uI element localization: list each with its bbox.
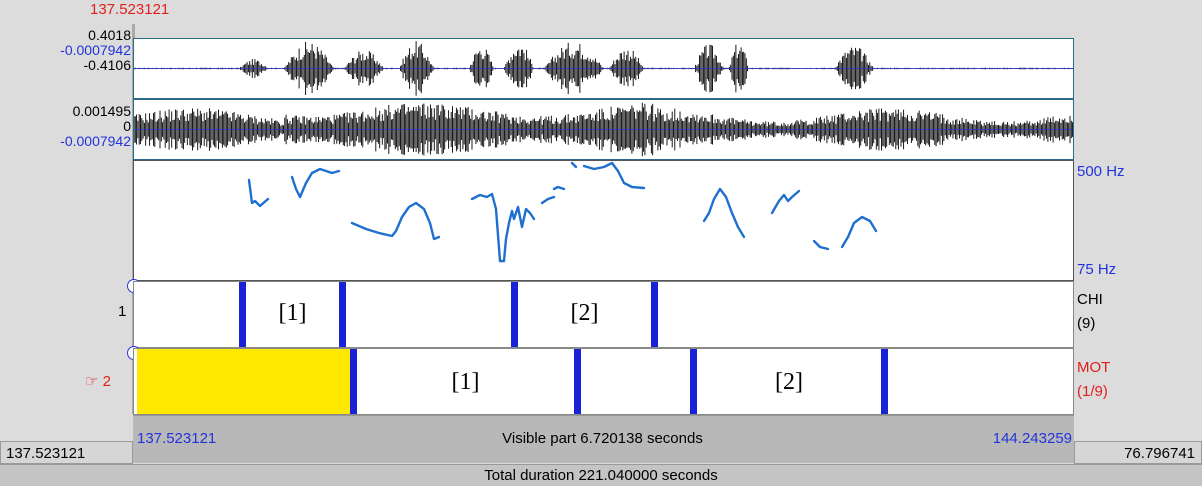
tier-1-number: 1: [118, 303, 127, 320]
left-outer-time: 137.523121: [6, 445, 86, 462]
tier-2-count: (1/9): [1077, 383, 1108, 400]
tier-1-boundary[interactable]: [239, 282, 246, 347]
tier-1-interval-label[interactable]: [1]: [278, 300, 307, 326]
cursor-time-label: 137.523121: [90, 1, 170, 18]
ch1-max-label: 0.4018: [88, 27, 131, 43]
tier-1-name: CHI: [1077, 291, 1103, 308]
waveform-1-plot: [134, 41, 1073, 96]
pitch-panel[interactable]: [133, 160, 1074, 281]
tier-1-count: (9): [1077, 315, 1096, 332]
tier-2-interval-label[interactable]: [1]: [451, 369, 480, 395]
tier-2-name: MOT: [1077, 359, 1111, 376]
tier-2-boundary[interactable]: [881, 349, 888, 414]
ch1-mid-label: -0.0007942: [60, 42, 131, 58]
right-outer-time: 76.796741: [1124, 445, 1195, 462]
pitch-bottom-label: 75 Hz: [1077, 261, 1117, 278]
visible-start-time: 137.523121: [137, 430, 217, 447]
visible-end-time: 144.243259: [992, 430, 1072, 447]
pointing-hand-icon: ☞: [85, 373, 99, 390]
right-outer-cell[interactable]: 76.796741: [1074, 441, 1202, 464]
tier-2-boundary[interactable]: [350, 349, 357, 414]
tier-1-boundary[interactable]: [511, 282, 518, 347]
ch2-min-label: -0.0007942: [60, 133, 131, 149]
tier-2-interval-label[interactable]: [2]: [775, 369, 803, 395]
total-duration-label: Total duration 221.040000 seconds: [484, 467, 718, 484]
ch1-min-label: -0.4106: [83, 57, 131, 73]
ch2-mid-label: 0: [123, 118, 131, 134]
waveform-channel-2[interactable]: [133, 99, 1074, 160]
tier-2-number: 2: [102, 373, 111, 390]
tier-mot[interactable]: [1] [2]: [133, 348, 1074, 415]
waveform-2-plot: [134, 102, 1073, 157]
tier-2-boundary[interactable]: [574, 349, 581, 414]
tier-1-boundary[interactable]: [339, 282, 346, 347]
total-duration-bar[interactable]: Total duration 221.040000 seconds: [0, 464, 1202, 486]
tier-chi[interactable]: [1] [2]: [133, 281, 1074, 348]
left-outer-cell[interactable]: 137.523121: [0, 441, 133, 464]
tier-1-boundary[interactable]: [651, 282, 658, 347]
pitch-top-label: 500 Hz: [1077, 163, 1125, 180]
waveform-channel-1[interactable]: [133, 38, 1074, 99]
selected-interval[interactable]: [137, 349, 351, 414]
visible-part-label: Visible part 6.720138 seconds: [502, 430, 703, 447]
pitch-contour: [247, 161, 878, 263]
tier-2-boundary[interactable]: [690, 349, 697, 414]
tier-2-marker: ☞ 2: [85, 372, 111, 390]
visible-part-bar[interactable]: 137.523121 Visible part 6.720138 seconds…: [133, 415, 1074, 463]
ch2-max-label: 0.001495: [72, 103, 131, 119]
tier-1-interval-label[interactable]: [2]: [570, 300, 599, 326]
